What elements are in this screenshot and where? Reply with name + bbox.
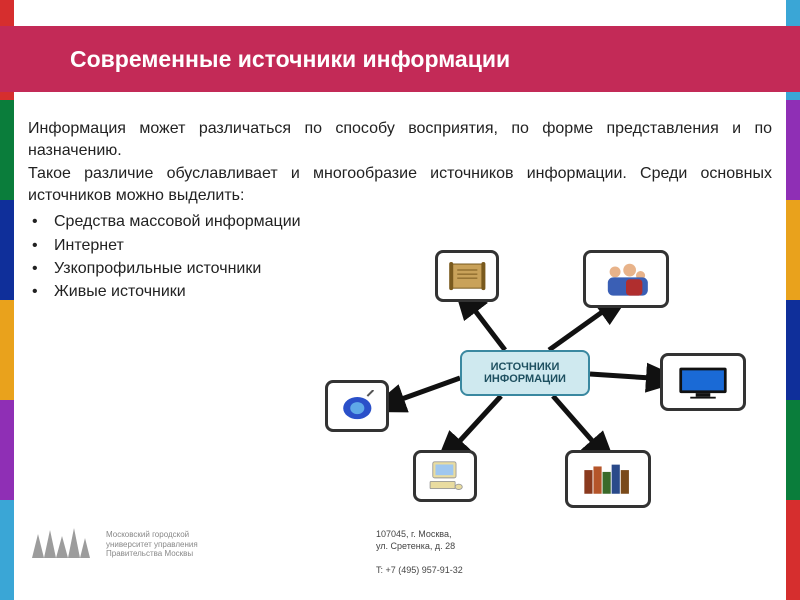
sources-diagram: ИСТОЧНИКИ ИНФОРМАЦИИ — [305, 250, 745, 510]
node-radio-icon — [325, 380, 389, 432]
org-address: 107045, г. Москва, ул. Сретенка, д. 28 T… — [376, 528, 463, 577]
edge-seg — [786, 100, 800, 200]
edge-seg — [0, 100, 14, 200]
edge-seg — [0, 300, 14, 400]
bullet-item: Средства массовой информации — [28, 210, 772, 233]
edge-seg — [0, 200, 14, 300]
org-name: Московский городской университет управле… — [106, 530, 256, 559]
node-computer-icon — [413, 450, 477, 502]
node-scroll-icon — [435, 250, 499, 302]
paragraph-1: Информация может различаться по способу … — [28, 118, 772, 161]
node-books-icon — [565, 450, 651, 508]
edge-seg — [786, 200, 800, 300]
node-tv-icon — [660, 353, 746, 411]
edge-seg — [786, 400, 800, 500]
org-logo — [30, 526, 92, 562]
paragraph-2: Такое различие обуславливает и многообра… — [28, 163, 772, 206]
slide-title-bar: Современные источники информации — [0, 26, 800, 92]
edge-seg — [0, 400, 14, 500]
edge-seg — [786, 300, 800, 400]
slide-footer: Московский городской университет управле… — [30, 526, 770, 592]
diagram-center-label: ИСТОЧНИКИ ИНФОРМАЦИИ — [460, 350, 590, 396]
edge-seg — [0, 500, 14, 600]
node-family-icon — [583, 250, 669, 308]
slide-title: Современные источники информации — [0, 46, 510, 73]
edge-seg — [786, 500, 800, 600]
